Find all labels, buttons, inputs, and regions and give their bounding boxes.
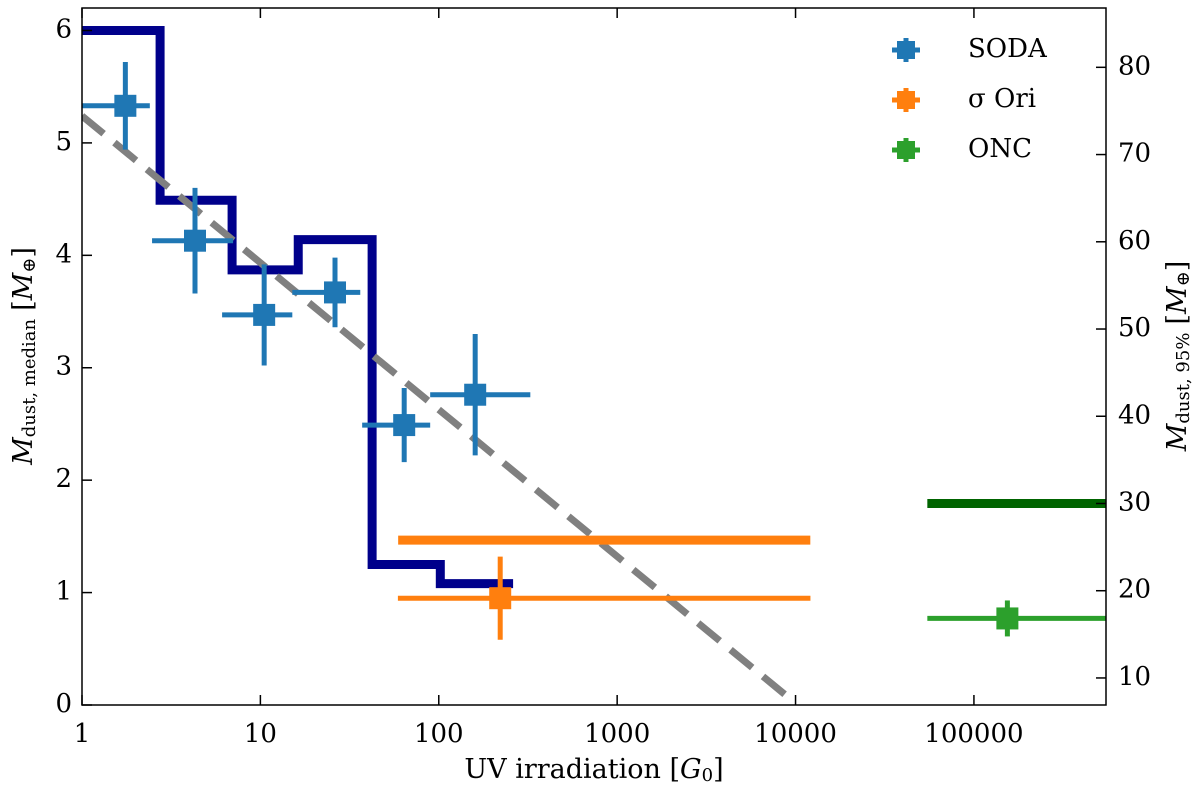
y2-tick-label: 30 bbox=[1118, 487, 1151, 517]
y-label-part: ] bbox=[8, 247, 39, 258]
step-line bbox=[82, 25, 514, 589]
x-label-part: UV irradiation [ bbox=[464, 754, 680, 785]
y2-tick-label: 60 bbox=[1118, 226, 1151, 256]
marker bbox=[393, 414, 416, 437]
y2-tick-label: 20 bbox=[1118, 575, 1151, 605]
marker bbox=[184, 229, 207, 252]
legend-label: ONC bbox=[968, 134, 1032, 164]
legend-label: SODA bbox=[968, 34, 1048, 64]
x-tick-label: 10 bbox=[244, 719, 277, 749]
marker bbox=[489, 587, 512, 610]
legend-marker bbox=[897, 141, 915, 159]
marker bbox=[114, 94, 137, 117]
y-tick-label: 4 bbox=[55, 239, 72, 269]
marker bbox=[324, 281, 347, 304]
y2-label-part: M bbox=[1162, 422, 1193, 452]
y-label-part: M bbox=[8, 436, 39, 466]
y2-label-part: dust, 95% bbox=[1173, 333, 1194, 424]
x-label-part: 0 bbox=[702, 765, 713, 786]
x-label-part: ] bbox=[713, 754, 724, 785]
y-tick-label: 1 bbox=[55, 577, 72, 607]
y2-tick-label: 80 bbox=[1118, 51, 1151, 81]
y-label-part: dust, median bbox=[19, 319, 40, 438]
y2-tick-label: 50 bbox=[1118, 313, 1151, 343]
y2-tick-label: 10 bbox=[1118, 662, 1151, 692]
y-axis-label: Mdust, median[M⊕] bbox=[8, 247, 41, 466]
x-tick-label: 10000 bbox=[754, 719, 837, 749]
y2-label-part: M bbox=[1162, 285, 1193, 315]
x-tick-label: 100000 bbox=[924, 719, 1023, 749]
axes-frame bbox=[81, 7, 1107, 706]
plot-area bbox=[82, 25, 1106, 698]
y-label-part: ⊕ bbox=[19, 258, 40, 273]
y-tick-label: 2 bbox=[55, 464, 72, 494]
y2-label-part: [ bbox=[1162, 314, 1193, 325]
fit-line bbox=[82, 113, 788, 698]
y-tick-label: 3 bbox=[55, 352, 72, 382]
x-tick-label: 1 bbox=[74, 719, 91, 749]
legend-marker bbox=[897, 41, 915, 59]
legend-label: σ Ori bbox=[968, 84, 1036, 114]
y-tick-label: 5 bbox=[55, 127, 72, 157]
y2-axis-label: Mdust, 95%[M⊕] bbox=[1162, 261, 1195, 453]
marker bbox=[464, 383, 487, 406]
y2-tick-label: 40 bbox=[1118, 400, 1151, 430]
y-label-part: M bbox=[8, 271, 39, 301]
x-axis-label: UV irradiation [G0] bbox=[464, 754, 723, 787]
y2-tick-label: 70 bbox=[1118, 139, 1151, 169]
marker bbox=[253, 303, 276, 326]
marker bbox=[996, 607, 1019, 630]
y2-label-part: ] bbox=[1162, 261, 1193, 272]
y-tick-label: 6 bbox=[55, 14, 72, 44]
x-tick-label: 1000 bbox=[584, 719, 650, 749]
y-tick-label: 0 bbox=[55, 689, 72, 719]
legend-marker bbox=[897, 91, 915, 109]
y-label-part: [ bbox=[8, 300, 39, 311]
y2-label-part: ⊕ bbox=[1173, 271, 1194, 286]
x-tick-label: 100 bbox=[414, 719, 464, 749]
x-label-part: G bbox=[680, 754, 702, 785]
